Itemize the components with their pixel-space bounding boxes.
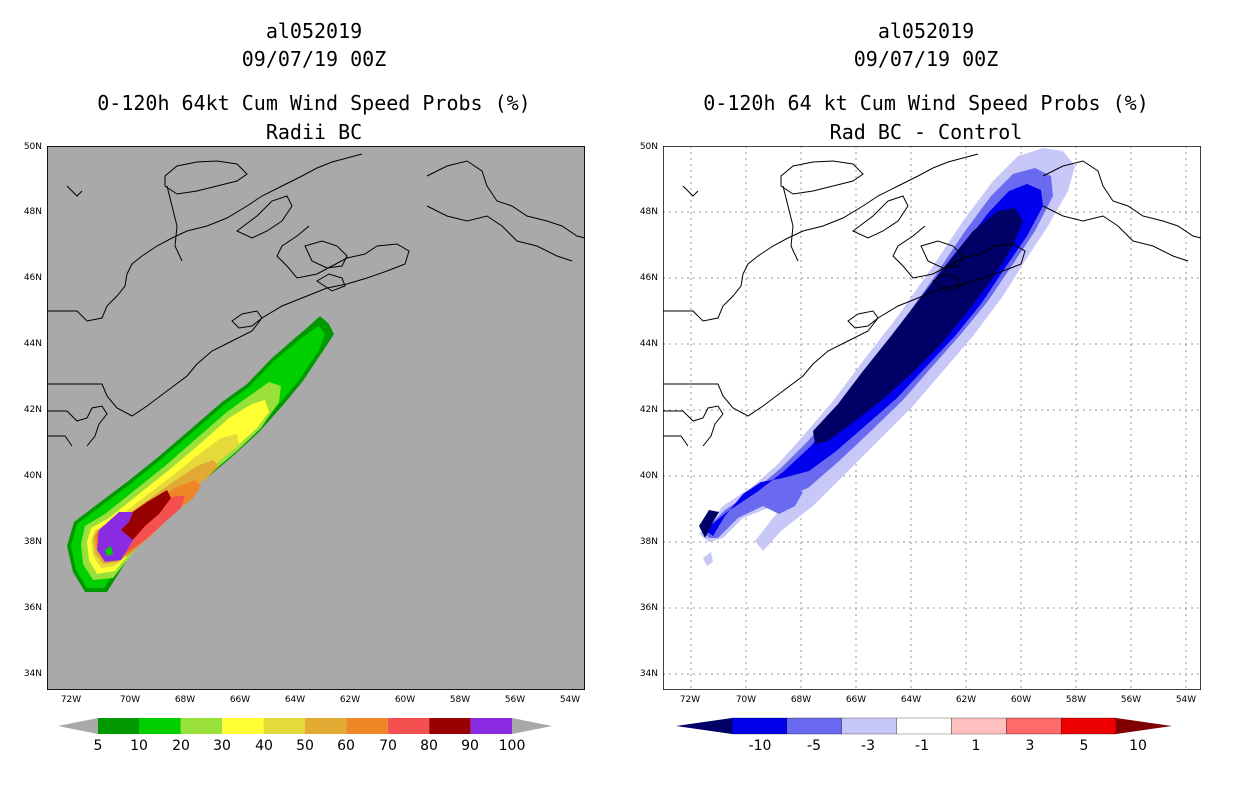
left-colorbar-cell bbox=[470, 718, 512, 734]
right-coastlines bbox=[663, 153, 1201, 447]
right-colorbar-cell bbox=[731, 717, 788, 735]
right-colorbar-label: 1 bbox=[971, 738, 981, 754]
left-colorbar-cell bbox=[346, 718, 388, 734]
right-colorbar-label: 3 bbox=[1025, 738, 1035, 754]
left-lat-label: 40N bbox=[23, 471, 42, 481]
right-storm-id: al052019 bbox=[877, 19, 975, 43]
left-title: 0-120h 64kt Cum Wind Speed Probs (%) bbox=[97, 91, 531, 115]
left-lon-label: 56W bbox=[504, 695, 526, 705]
left-colorbar-cell bbox=[222, 718, 264, 734]
right-colorbar-label: 10 bbox=[1129, 738, 1147, 754]
left-lon-label: 68W bbox=[174, 695, 196, 705]
left-lon-label: 64W bbox=[284, 695, 306, 705]
left-lat-label: 42N bbox=[23, 405, 42, 415]
right-lon-label: 54W bbox=[1175, 695, 1197, 705]
right-title: 0-120h 64 kt Cum Wind Speed Probs (%) bbox=[703, 91, 1149, 115]
left-colorbar-label: 40 bbox=[255, 738, 273, 754]
left-lat-label: 48N bbox=[23, 207, 42, 217]
right-colorbar-cell bbox=[951, 717, 1007, 735]
left-lat-label: 44N bbox=[23, 339, 42, 349]
left-colorbar-cell bbox=[305, 718, 347, 734]
left-colorbar-cell bbox=[429, 718, 471, 734]
right-lat-label: 36N bbox=[639, 603, 658, 613]
left-lon-label: 70W bbox=[119, 695, 141, 705]
left-lat-label: 36N bbox=[23, 603, 42, 613]
left-lon-label: 60W bbox=[394, 695, 416, 705]
right-lon-label: 58W bbox=[1065, 695, 1087, 705]
left-storm-id: al052019 bbox=[265, 19, 363, 43]
right-lon-label: 72W bbox=[679, 695, 701, 705]
left-colorbar-cell bbox=[180, 718, 223, 734]
left-colorbar-cell bbox=[98, 718, 140, 734]
left-lat-label: 38N bbox=[23, 537, 42, 547]
right-map-background bbox=[663, 146, 1201, 690]
right-lat-label: 34N bbox=[639, 669, 658, 679]
left-lon-label: 54W bbox=[559, 695, 581, 705]
left-subtitle: Radii BC bbox=[265, 120, 363, 144]
left-lat-label: 50N bbox=[23, 142, 42, 152]
right-lat-label: 44N bbox=[639, 339, 658, 349]
left-colorbar-label: 20 bbox=[172, 738, 190, 754]
right-lon-label: 66W bbox=[845, 695, 867, 705]
right-difference-field bbox=[699, 148, 1075, 566]
left-colorbar-cell bbox=[387, 718, 430, 734]
left-colorbar bbox=[58, 716, 554, 736]
left-colorbar-cell bbox=[263, 718, 305, 734]
right-lon-label: 56W bbox=[1120, 695, 1142, 705]
right-datetime: 09/07/19 00Z bbox=[853, 47, 999, 71]
right-lon-label: 68W bbox=[790, 695, 812, 705]
left-datetime: 09/07/19 00Z bbox=[241, 47, 387, 71]
right-colorbar bbox=[676, 716, 1172, 736]
left-map bbox=[47, 146, 585, 690]
left-colorbar-label: 70 bbox=[379, 738, 397, 754]
right-lat-label: 50N bbox=[639, 142, 658, 152]
right-colorbar-label: -5 bbox=[807, 738, 821, 754]
left-lon-label: 62W bbox=[339, 695, 361, 705]
right-lat-label: 46N bbox=[639, 273, 658, 283]
right-colorbar-label: -10 bbox=[748, 738, 772, 754]
left-colorbar-label: 5 bbox=[93, 738, 103, 754]
left-lon-label: 72W bbox=[60, 695, 82, 705]
right-lat-label: 38N bbox=[639, 537, 658, 547]
left-colorbar-label: 80 bbox=[420, 738, 438, 754]
right-lon-label: 60W bbox=[1010, 695, 1032, 705]
right-colorbar-cell bbox=[1006, 717, 1062, 735]
left-colorbar-label: 60 bbox=[337, 738, 355, 754]
right-colorbar-label: 5 bbox=[1079, 738, 1089, 754]
right-colorbar-cell bbox=[786, 717, 842, 735]
left-lat-label: 46N bbox=[23, 273, 42, 283]
left-colorbar-label: 50 bbox=[296, 738, 314, 754]
right-subtitle: Rad BC - Control bbox=[829, 120, 1023, 144]
right-map-grid bbox=[663, 146, 1201, 690]
left-lat-label: 34N bbox=[23, 669, 42, 679]
right-colorbar-cell bbox=[1060, 717, 1117, 735]
right-lat-label: 48N bbox=[639, 207, 658, 217]
right-map bbox=[663, 146, 1201, 690]
right-colorbar-label: -1 bbox=[915, 738, 929, 754]
left-probability-plume bbox=[67, 316, 334, 592]
right-lon-label: 70W bbox=[735, 695, 757, 705]
right-colorbar-cell bbox=[676, 718, 732, 734]
right-colorbar-cell bbox=[841, 717, 897, 735]
right-colorbar-cell bbox=[1116, 718, 1172, 734]
left-colorbar-cell bbox=[139, 718, 181, 734]
left-map-background bbox=[47, 146, 585, 690]
right-lat-label: 40N bbox=[639, 471, 658, 481]
left-lon-label: 58W bbox=[449, 695, 471, 705]
left-colorbar-label: 10 bbox=[130, 738, 148, 754]
left-coastlines bbox=[47, 153, 585, 451]
left-colorbar-label: 100 bbox=[498, 738, 526, 754]
right-colorbar-label: -3 bbox=[861, 738, 875, 754]
left-colorbar-label: 30 bbox=[213, 738, 231, 754]
left-lon-label: 66W bbox=[229, 695, 251, 705]
right-lat-label: 42N bbox=[639, 405, 658, 415]
right-lon-label: 64W bbox=[900, 695, 922, 705]
right-lon-label: 62W bbox=[955, 695, 977, 705]
left-colorbar-label: 90 bbox=[461, 738, 479, 754]
right-colorbar-cell bbox=[896, 717, 952, 735]
